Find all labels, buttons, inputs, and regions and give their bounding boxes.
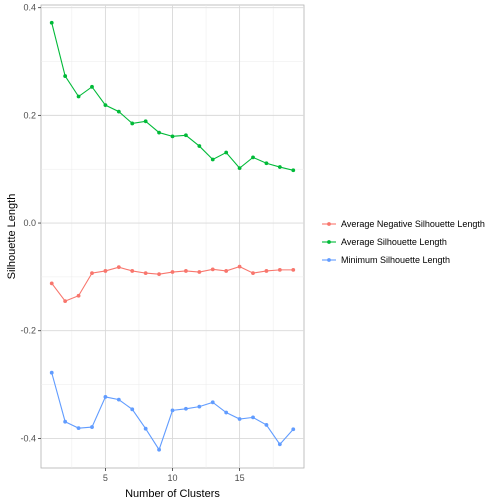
series-point-2 — [143, 426, 148, 431]
x-tick-label: 5 — [103, 473, 108, 483]
series-point-2 — [157, 447, 161, 452]
legend-label: Average Negative Silhouette Length — [341, 219, 485, 229]
series-point-0 — [291, 267, 296, 272]
y-tick-label: -0.4 — [20, 433, 36, 443]
series-point-1 — [116, 109, 121, 114]
series-point-2 — [291, 427, 296, 432]
series-point-0 — [49, 281, 54, 286]
series-point-2 — [63, 419, 68, 424]
series-point-2 — [130, 407, 135, 412]
series-point-1 — [264, 161, 269, 166]
series-point-1 — [130, 121, 135, 126]
legend-key-point — [327, 240, 331, 244]
y-tick-label: 0.2 — [23, 110, 36, 120]
series-point-1 — [143, 119, 148, 124]
series-point-0 — [237, 264, 242, 269]
series-point-1 — [251, 155, 255, 160]
series-point-0 — [90, 271, 94, 276]
y-axis-title: Silhouette Length — [6, 194, 18, 280]
series-point-0 — [143, 271, 148, 276]
series-point-2 — [210, 400, 215, 405]
series-point-2 — [116, 397, 121, 402]
series-point-1 — [76, 94, 81, 99]
grid-minor — [41, 5, 304, 468]
series-point-1 — [103, 103, 108, 108]
series-point-1 — [184, 133, 188, 138]
series-point-2 — [103, 395, 108, 399]
series-point-1 — [157, 130, 161, 135]
series-point-2 — [277, 442, 282, 447]
legend-key-point — [327, 258, 331, 262]
series-point-1 — [210, 157, 215, 162]
legend-item-1: Average Silhouette Length — [322, 237, 447, 247]
series-point-1 — [224, 150, 229, 155]
y-axis-ticks: -0.4 -0.2 0.0 0.2 0.4 — [20, 3, 41, 443]
series-point-2 — [184, 406, 188, 411]
series-layer — [49, 20, 296, 452]
legend-label: Average Silhouette Length — [341, 237, 447, 247]
series-point-0 — [197, 270, 202, 274]
series-point-0 — [170, 270, 175, 274]
series-point-1 — [90, 84, 94, 89]
x-tick-label: 10 — [167, 473, 177, 483]
series-point-0 — [116, 265, 121, 270]
x-tick-label: 15 — [235, 473, 245, 483]
series-point-2 — [49, 370, 54, 375]
legend-label: Minimum Silhouette Length — [341, 255, 450, 265]
series-point-1 — [291, 168, 296, 173]
y-tick-label: 0.0 — [23, 218, 36, 228]
series-point-1 — [277, 165, 282, 169]
series-point-0 — [264, 269, 269, 273]
series-point-1 — [237, 166, 242, 171]
x-axis-title: Number of Clusters — [125, 488, 220, 500]
series-point-0 — [277, 267, 282, 272]
series-point-1 — [170, 134, 175, 139]
series-point-1 — [197, 144, 202, 148]
legend-key-point — [327, 222, 331, 226]
series-point-1 — [63, 74, 68, 78]
series-point-0 — [76, 293, 81, 298]
series-point-0 — [184, 269, 188, 273]
y-tick-label: 0.4 — [23, 3, 36, 13]
series-point-2 — [264, 423, 269, 427]
series-point-0 — [210, 267, 215, 272]
series-point-0 — [130, 269, 135, 273]
series-point-0 — [157, 272, 161, 277]
series-point-2 — [251, 415, 255, 420]
legend: Average Negative Silhouette Length Averag… — [322, 219, 485, 265]
series-point-2 — [76, 426, 81, 431]
series-point-2 — [237, 417, 242, 421]
series-point-1 — [49, 20, 54, 25]
grid-major — [41, 5, 304, 468]
series-point-0 — [251, 271, 255, 276]
series-point-2 — [90, 425, 94, 429]
series-point-0 — [224, 269, 229, 273]
x-axis-ticks: 5 10 15 — [103, 468, 245, 483]
legend-item-0: Average Negative Silhouette Length — [322, 219, 485, 229]
series-point-0 — [103, 269, 108, 273]
series-point-2 — [197, 404, 202, 409]
series-point-0 — [63, 299, 68, 304]
series-point-2 — [224, 410, 229, 415]
legend-item-2: Minimum Silhouette Length — [322, 255, 450, 265]
series-point-2 — [170, 408, 175, 413]
y-tick-label: -0.2 — [20, 326, 36, 336]
